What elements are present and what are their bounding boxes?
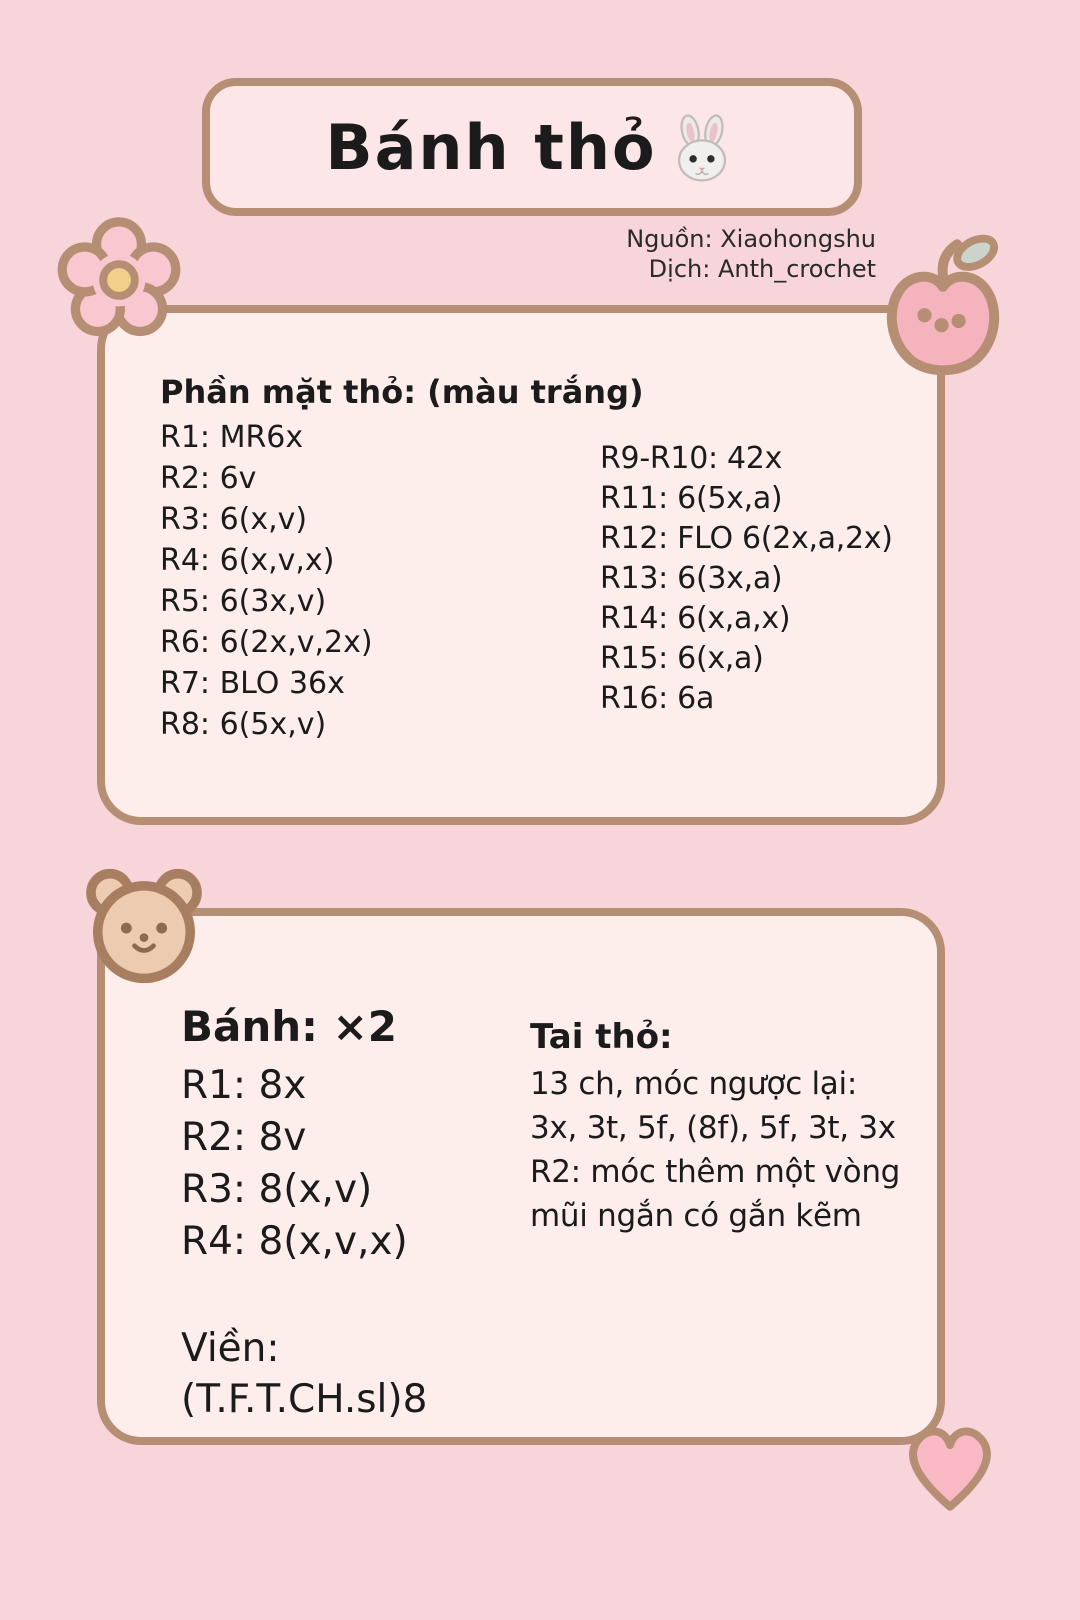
- face-right-column: R9-R10: 42x R11: 6(5x,a) R12: FLO 6(2x,a…: [600, 439, 893, 719]
- pattern-row: R13: 6(3x,a): [600, 561, 783, 596]
- cake-section-heading: Bánh: ×2: [181, 1002, 397, 1051]
- rabbit-face-emoji-icon: [677, 114, 726, 182]
- heart-icon: [909, 1427, 991, 1511]
- pattern-row: mũi ngắn có gắn kẽm: [530, 1198, 862, 1234]
- pattern-row: R3: 6(x,v): [160, 502, 308, 537]
- ear-heading: Tai thỏ:: [530, 1017, 673, 1057]
- credit-source: Nguồn: Xiaohongshu: [626, 225, 876, 253]
- pattern-row: R9-R10: 42x: [600, 441, 783, 476]
- ear-column: Tai thỏ: 13 ch, móc ngược lại: 3x, 3t, 5…: [530, 1014, 900, 1238]
- bear-icon: [86, 868, 202, 984]
- pattern-row: R1: MR6x: [160, 420, 304, 455]
- pattern-row: R2: móc thêm một vòng: [530, 1154, 901, 1190]
- pattern-row: R14: 6(x,a,x): [600, 601, 791, 636]
- flower-icon: [57, 217, 181, 337]
- cake-section-panel: Bánh: ×2 R1: 8x R2: 8v R3: 8(x,v) R4: 8(…: [97, 908, 945, 1445]
- face-section-heading: Phần mặt thỏ: (màu trắng): [160, 373, 644, 411]
- face-section-panel: Phần mặt thỏ: (màu trắng) R1: MR6x R2: 6…: [97, 305, 945, 825]
- pattern-row: R2: 8v: [181, 1115, 307, 1160]
- pattern-row: R2: 6v: [160, 461, 257, 496]
- credit-translator: Dịch: Anth_crochet: [648, 255, 876, 283]
- border-heading: Viền:: [181, 1326, 280, 1371]
- pattern-row: R4: 8(x,v,x): [181, 1219, 408, 1264]
- pattern-row: R15: 6(x,a): [600, 641, 764, 676]
- pattern-row: R1: 8x: [181, 1063, 307, 1108]
- face-left-column: R1: MR6x R2: 6v R3: 6(x,v) R4: 6(x,v,x) …: [160, 417, 373, 745]
- pattern-row: R4: 6(x,v,x): [160, 543, 335, 578]
- credits: Nguồn: Xiaohongshu Dịch: Anth_crochet: [626, 224, 876, 284]
- cake-left-column: Bánh: ×2 R1: 8x R2: 8v R3: 8(x,v) R4: 8(…: [181, 1000, 427, 1426]
- pattern-row: R5: 6(3x,v): [160, 584, 327, 619]
- peach-icon: [886, 234, 1000, 376]
- pattern-row: R8: 6(5x,v): [160, 707, 327, 742]
- pattern-row: R11: 6(5x,a): [600, 481, 783, 516]
- page-title: Bánh thỏ: [325, 110, 657, 184]
- title-panel: Bánh thỏ: [202, 78, 862, 216]
- pattern-row: R6: 6(2x,v,2x): [160, 625, 373, 660]
- pattern-row: (T.F.T.CH.sl)8: [181, 1377, 428, 1422]
- pattern-row: R3: 8(x,v): [181, 1167, 373, 1212]
- pattern-row: R7: BLO 36x: [160, 666, 345, 701]
- pattern-row: R12: FLO 6(2x,a,2x): [600, 521, 893, 556]
- pattern-row: 13 ch, móc ngược lại:: [530, 1066, 857, 1102]
- pattern-row: R16: 6a: [600, 681, 715, 716]
- pattern-row: 3x, 3t, 5f, (8f), 5f, 3t, 3x: [530, 1110, 896, 1146]
